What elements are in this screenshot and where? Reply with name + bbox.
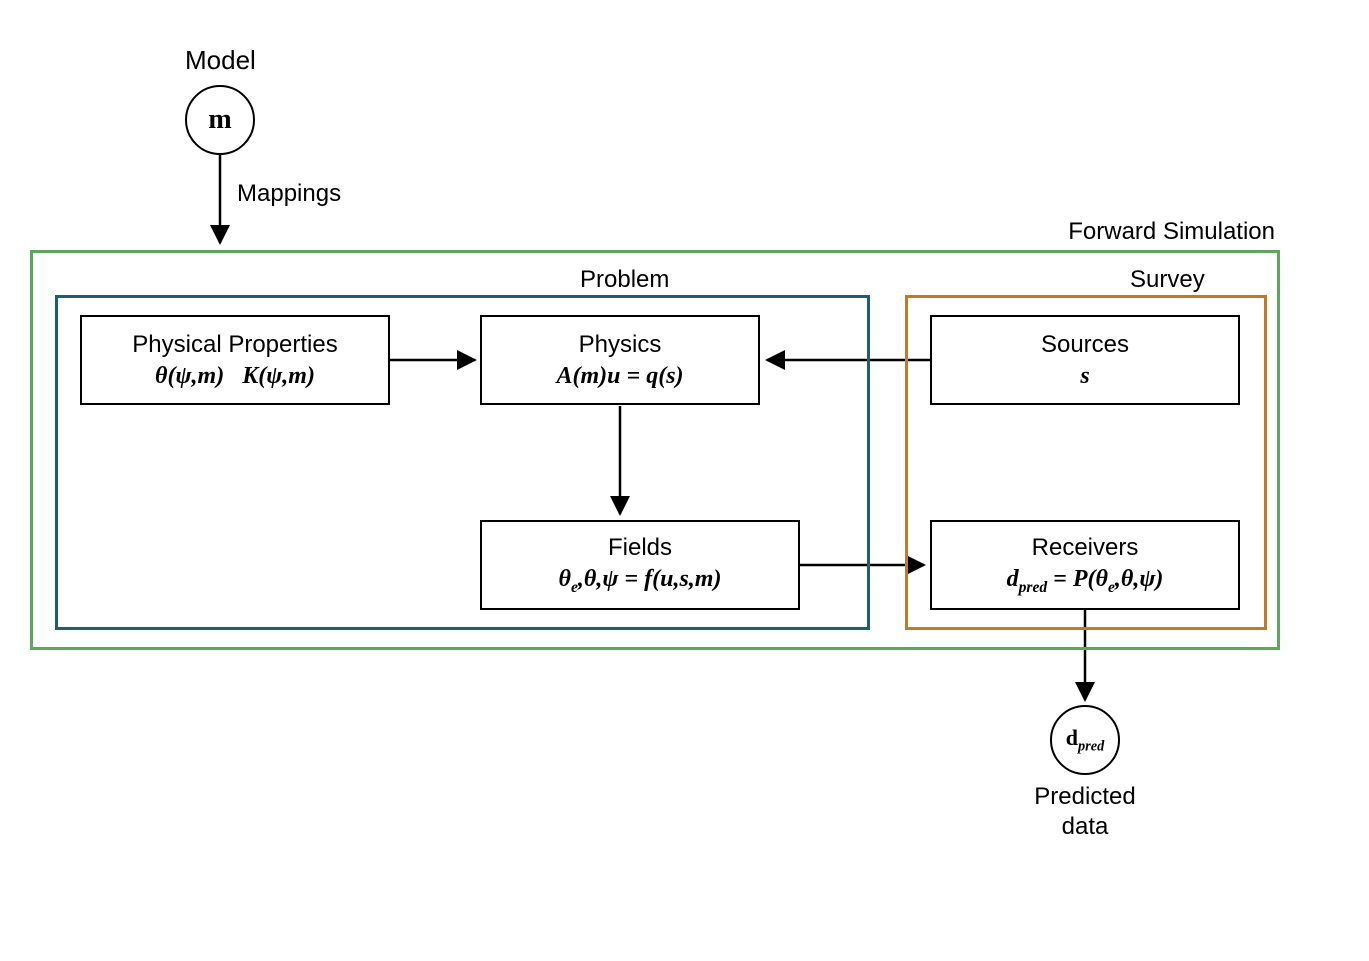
receivers-expr: dpred = P(θe,θ,ψ) — [1007, 566, 1164, 597]
forward-sim-diagram: Model m Mappings Forward Simulation Prob… — [0, 0, 1369, 961]
receivers-title: Receivers — [1032, 534, 1139, 562]
model-label: Model — [185, 45, 256, 76]
pred-label-text: Predicted data — [1034, 783, 1135, 840]
model-node-content: m — [208, 104, 231, 136]
physics-expr: A(m)u = q(s) — [556, 363, 683, 390]
phys-props-box: Physical Properties θ(ψ,m) K(ψ,m) — [80, 315, 390, 405]
phys-props-title: Physical Properties — [132, 331, 337, 359]
problem-caption: Problem — [580, 266, 669, 294]
sources-title: Sources — [1041, 331, 1129, 359]
fields-expr: θe,θ,ψ = f(u,s,m) — [559, 566, 722, 597]
pred-node-content: dpred — [1066, 725, 1104, 755]
phys-props-expr: θ(ψ,m) K(ψ,m) — [155, 363, 315, 390]
physics-box: Physics A(m)u = q(s) — [480, 315, 760, 405]
mappings-label: Mappings — [237, 180, 341, 208]
pred-label: Predicted data — [1030, 782, 1140, 842]
survey-caption: Survey — [1130, 266, 1205, 294]
fields-box: Fields θe,θ,ψ = f(u,s,m) — [480, 520, 800, 610]
sources-expr: s — [1080, 363, 1089, 390]
sources-box: Sources s — [930, 315, 1240, 405]
forward-sim-caption: Forward Simulation — [1068, 218, 1275, 246]
receivers-box: Receivers dpred = P(θe,θ,ψ) — [930, 520, 1240, 610]
model-node: m — [185, 85, 255, 155]
pred-node: dpred — [1050, 705, 1120, 775]
physics-title: Physics — [579, 331, 662, 359]
fields-title: Fields — [608, 534, 672, 562]
